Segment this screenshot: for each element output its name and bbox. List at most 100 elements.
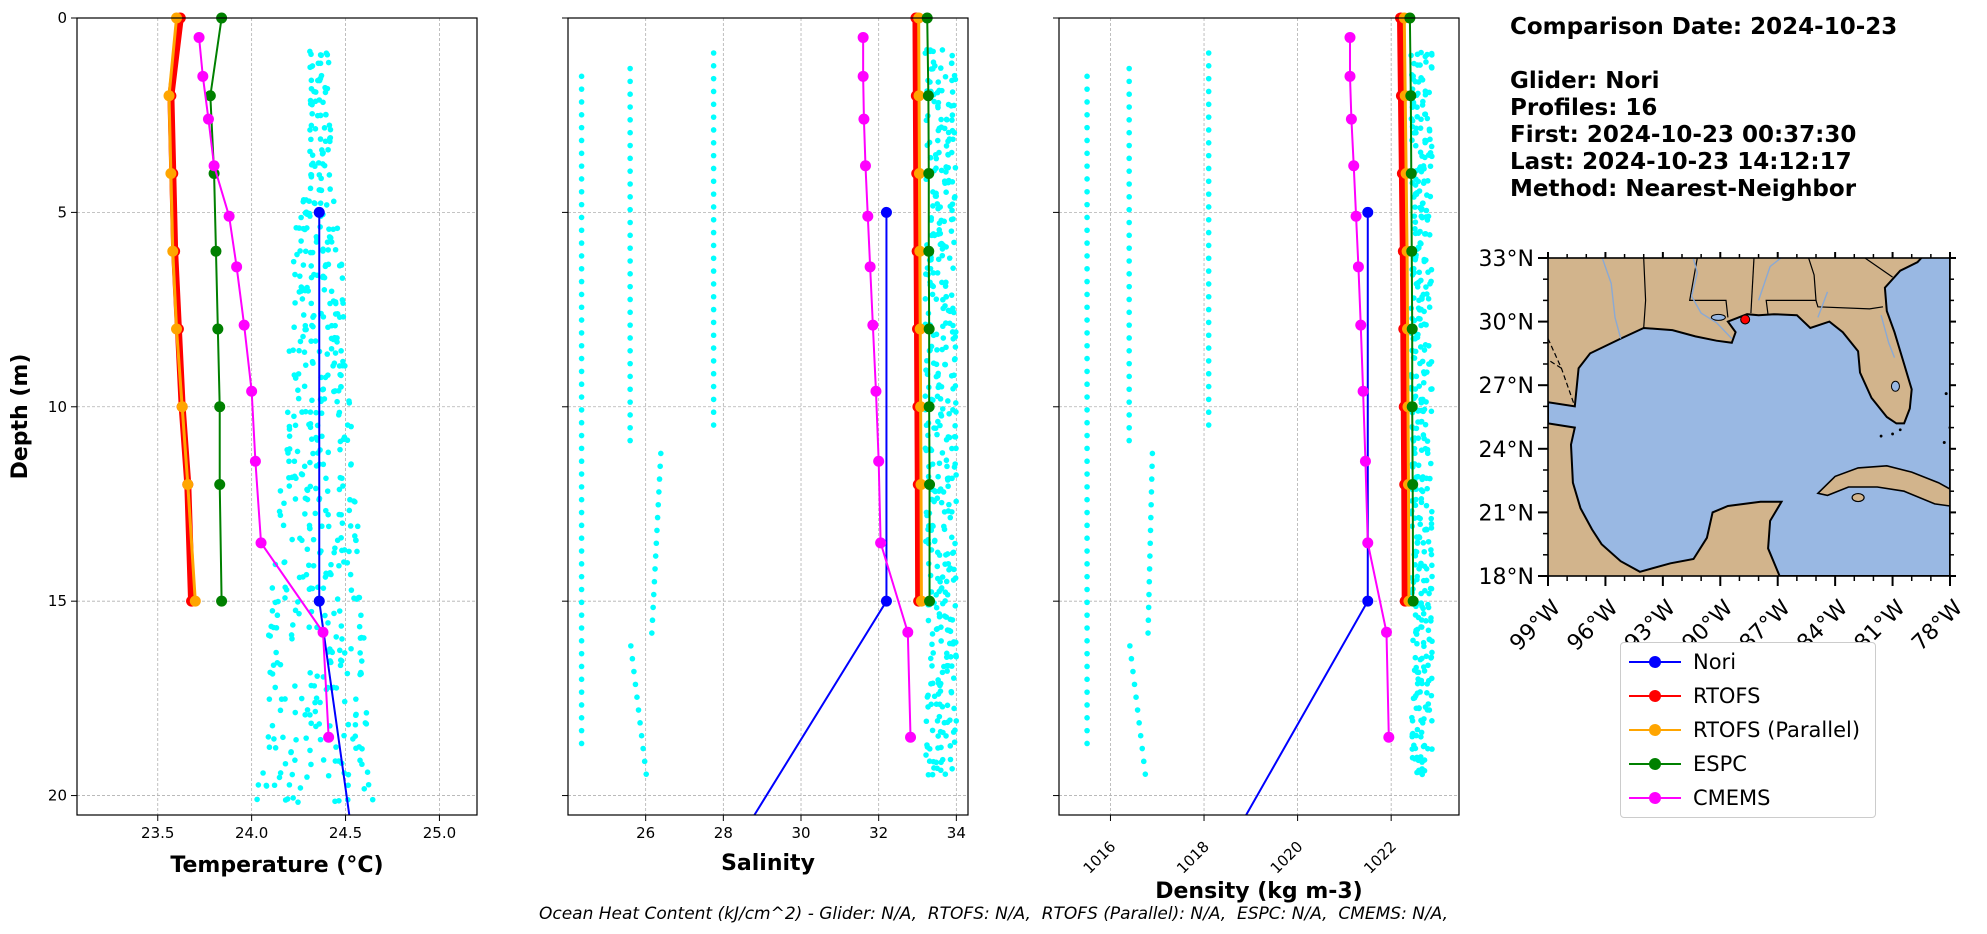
ensemble-point [578,317,585,323]
ensemble-point [313,434,319,441]
ensemble-point [1084,150,1090,157]
ensemble-point [1412,182,1419,188]
ensemble-point [1126,258,1132,264]
series-marker [182,479,194,491]
series-marker [193,31,205,43]
ensemble-point [1205,127,1212,133]
series-line [926,17,931,602]
ensemble-point [358,612,364,619]
ensemble-point [1425,627,1432,634]
ensemble-point [295,799,301,805]
ensemble-point [304,496,311,503]
ensemble-point [948,216,955,223]
ensemble-point [951,129,958,136]
x-tick-label: 23.5 [141,824,174,842]
series-marker [859,160,871,172]
ensemble-point [949,445,955,452]
ensemble-point [1126,155,1132,162]
ensemble-point [1418,240,1424,247]
ensemble-point [952,383,959,389]
ensemble-point [935,79,942,85]
ensemble-point [1423,502,1430,509]
ensemble-point [314,673,320,679]
ensemble-point [934,549,941,556]
ensemble-point [339,275,346,281]
ensemble-point [1412,348,1419,355]
ensemble-point [942,320,949,326]
ensemble-point [328,561,334,568]
ensemble-point [1424,115,1431,122]
ensemble-point [302,326,308,333]
ensemble-point [1421,548,1428,555]
ensemble-point [1428,278,1434,285]
ensemble-point [326,172,333,178]
ensemble-point [936,488,942,494]
ensemble-point [286,782,293,788]
key-island [1898,428,1902,432]
ensemble-point [346,548,352,555]
ensemble-point [316,187,323,193]
temperature-panel: 23.5 24.0 24.5 25.0 Temperature (°C) 0 5 10 15 20… [8,9,478,878]
ensemble-point [1140,758,1147,765]
ensemble-point [292,607,299,614]
ensemble-point [1420,610,1427,617]
ensemble-point [578,740,585,747]
ensemble-point [297,785,304,791]
ensemble-point [292,375,299,381]
ensemble-point [286,458,292,465]
series-rtofs-parallel [163,12,201,607]
ensemble-point [655,501,662,508]
ensemble-point [1420,98,1426,105]
ensemble-point [710,101,717,108]
ensemble-point [634,694,640,700]
ensemble-point [578,73,585,80]
ensemble-point [313,723,319,730]
ensemble-point [1422,421,1429,428]
ensemble-point [305,288,312,294]
ensemble-point [327,234,334,241]
ensemble-point [1205,152,1212,159]
ensemble-point [1418,499,1425,506]
ensemble-point [953,472,959,478]
ensemble-point [930,66,936,72]
ensemble-point [934,431,940,438]
ensemble-point [345,721,352,728]
ensemble-point [255,782,262,788]
series-marker [1406,245,1418,257]
ensemble-point [1084,240,1090,246]
ensemble-point [1423,653,1430,660]
ensemble-point [950,265,956,271]
legend-swatch [1629,788,1681,808]
ensemble-point [1419,488,1426,495]
ensemble-point [1126,129,1132,136]
ensemble-point [933,604,940,611]
ensemble-point [1428,386,1434,392]
ensemble-point [328,322,335,329]
series-nori [1245,206,1374,816]
ensemble-point [307,127,313,133]
ensemble-point [316,172,323,178]
legend-item-rtofs-parallel: RTOFS (Parallel) [1629,715,1860,745]
ensemble-point [929,663,935,669]
ensemble-point [1084,342,1090,349]
ensemble-point [578,150,585,157]
ensemble-point [1419,200,1426,207]
ensemble-point [949,201,956,207]
map-x-tick-label: 78°W [1907,595,1968,656]
ensemble-point [933,361,940,368]
ensemble-point [1426,152,1433,159]
ensemble-point [651,578,658,585]
series-marker [923,323,935,335]
x-tick-label: 1022 [1360,838,1400,878]
ensemble-point [1429,562,1435,569]
plot-frame [76,17,478,816]
ensemble-points [254,48,376,805]
series-marker [1405,168,1417,180]
ensemble-point [925,704,931,710]
ensemble-point [1084,330,1090,336]
ensemble-point [1417,125,1424,131]
ensemble-point [308,761,314,768]
ohc-caption: Ocean Heat Content (kJ/cm^2) - Glider: N… [538,904,1449,924]
ensemble-point [317,699,323,706]
ensemble-point [309,249,316,256]
